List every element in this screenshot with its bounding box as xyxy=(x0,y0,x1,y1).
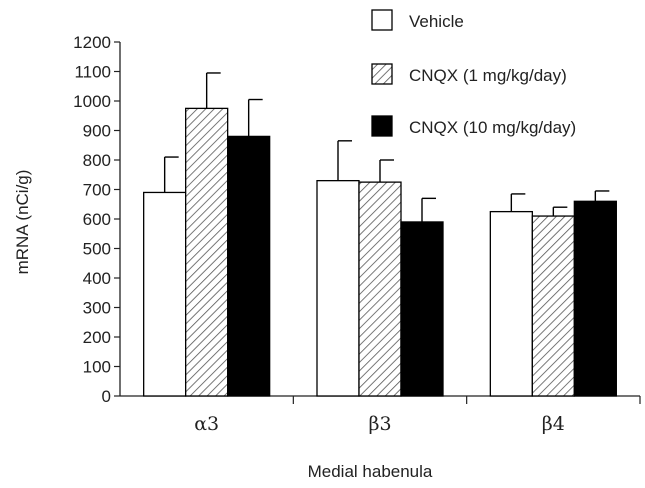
y-tick-label: 1000 xyxy=(73,92,111,111)
legend: Vehicle CNQX (1 mg/kg/day) CNQX (10 mg/kg/… xyxy=(371,9,576,137)
y-tick-label: 400 xyxy=(83,269,111,288)
y-tick-label: 1200 xyxy=(73,33,111,52)
bar xyxy=(489,210,533,397)
bar xyxy=(143,191,187,397)
y-tick-label: 600 xyxy=(83,210,111,229)
legend-label: CNQX (1 mg/kg/day) xyxy=(409,66,567,85)
bars xyxy=(143,72,617,397)
x-category-label: β3 xyxy=(368,413,391,435)
y-tick-label: 1100 xyxy=(74,63,111,82)
legend-label: Vehicle xyxy=(409,12,464,31)
bar xyxy=(316,179,360,397)
x-axis-title: Medial habenula xyxy=(308,462,433,481)
bar xyxy=(227,135,271,397)
y-tick-label: 800 xyxy=(83,151,111,170)
y-tick-label: 500 xyxy=(83,240,111,259)
y-tick-label: 300 xyxy=(83,299,111,318)
x-category-label: β4 xyxy=(542,413,565,435)
legend-swatch xyxy=(371,115,393,137)
y-tick-label: 0 xyxy=(102,387,111,406)
y-tick-label: 100 xyxy=(83,358,111,377)
bar xyxy=(531,215,575,397)
legend-label: CNQX (10 mg/kg/day) xyxy=(409,118,576,137)
legend-swatch xyxy=(371,9,393,31)
bar xyxy=(573,200,617,397)
axes: 0 100 200 300 400 500 600 700 800 900 1000 1100 1200… xyxy=(73,33,641,435)
x-category-label: α3 xyxy=(194,413,219,435)
bar xyxy=(400,221,444,397)
bar xyxy=(185,107,229,397)
bar xyxy=(358,181,402,397)
y-axis-title: mRNA (nCi/g) xyxy=(13,170,32,275)
y-tick-label: 700 xyxy=(83,181,111,200)
y-tick-label: 200 xyxy=(83,328,111,347)
y-tick-label: 900 xyxy=(83,122,111,141)
legend-swatch xyxy=(371,63,393,85)
